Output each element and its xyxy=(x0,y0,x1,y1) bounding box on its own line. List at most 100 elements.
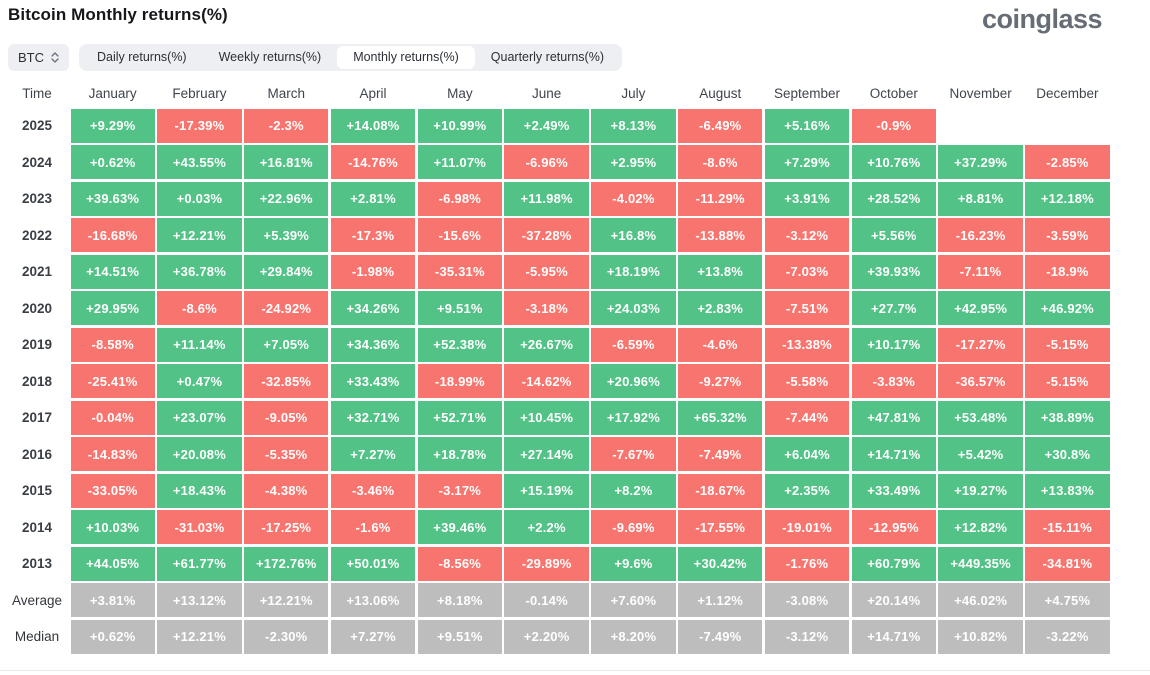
return-cell: -7.49% xyxy=(678,619,763,654)
return-cell: -3.18% xyxy=(504,291,589,325)
return-cell: -18.99% xyxy=(417,364,502,398)
return-cell: +9.6% xyxy=(591,546,676,581)
return-cell: -6.98% xyxy=(417,181,502,216)
return-cell: +44.05% xyxy=(70,546,155,581)
return-cell: +3.91% xyxy=(764,181,850,216)
return-cell: +29.95% xyxy=(70,291,155,325)
return-cell: -7.67% xyxy=(591,437,676,471)
return-cell: -14.83% xyxy=(70,437,155,471)
return-cell: +38.89% xyxy=(1025,400,1110,435)
return-cell: -6.49% xyxy=(678,108,763,143)
return-cell: -35.31% xyxy=(417,254,502,289)
return-cell: -4.02% xyxy=(591,181,676,216)
return-cell: -9.05% xyxy=(244,400,329,435)
row-label-average: Average xyxy=(6,583,68,617)
return-cell: -8.56% xyxy=(417,546,502,581)
return-cell: -37.28% xyxy=(504,218,589,252)
return-cell: -24.92% xyxy=(244,291,329,325)
return-cell: -1.98% xyxy=(330,254,416,289)
return-cell: +22.96% xyxy=(244,181,329,216)
return-cell: +16.81% xyxy=(244,145,329,179)
return-cell: -3.46% xyxy=(330,473,416,508)
return-cell: -13.38% xyxy=(764,327,850,362)
return-cell: -3.83% xyxy=(851,364,936,398)
return-cell: -17.55% xyxy=(678,510,763,544)
return-cell: +5.42% xyxy=(938,437,1023,471)
return-cell: -8.58% xyxy=(70,327,155,362)
return-cell: +13.12% xyxy=(157,583,242,617)
tab-weekly-returns[interactable]: Weekly returns(%) xyxy=(218,50,322,64)
return-cell: +14.51% xyxy=(70,254,155,289)
tab-quarterly-returns[interactable]: Quarterly returns(%) xyxy=(490,50,605,64)
return-cell: +7.60% xyxy=(591,583,676,617)
tab-daily-returns[interactable]: Daily returns(%) xyxy=(97,50,187,64)
return-cell: +13.83% xyxy=(1025,473,1110,508)
return-cell: -14.62% xyxy=(504,364,589,398)
return-cell: +5.16% xyxy=(764,108,850,143)
return-cell: +13.06% xyxy=(330,583,416,617)
return-cell: +6.04% xyxy=(764,437,850,471)
return-cell: +19.27% xyxy=(938,473,1023,508)
return-cell: -17.27% xyxy=(938,327,1023,362)
column-header-april: April xyxy=(330,80,416,106)
return-cell: +30.8% xyxy=(1025,437,1110,471)
return-cell: +8.18% xyxy=(417,583,502,617)
return-cell: +46.02% xyxy=(938,583,1023,617)
return-cell: +42.95% xyxy=(938,291,1023,325)
return-cell: -31.03% xyxy=(157,510,242,544)
return-cell: -9.69% xyxy=(591,510,676,544)
return-cell: -18.67% xyxy=(678,473,763,508)
return-cell: +10.17% xyxy=(851,327,936,362)
return-cell: -17.25% xyxy=(244,510,329,544)
row-label-2021: 2021 xyxy=(6,254,68,289)
return-cell: -6.59% xyxy=(591,327,676,362)
return-cell: -2.85% xyxy=(1025,145,1110,179)
return-cell: +47.81% xyxy=(851,400,936,435)
return-cell: +8.2% xyxy=(591,473,676,508)
return-cell: +2.20% xyxy=(504,619,589,654)
return-cell: +50.01% xyxy=(330,546,416,581)
symbol-select[interactable]: BTC xyxy=(8,44,69,71)
return-cell: +8.20% xyxy=(591,619,676,654)
return-cell: +33.43% xyxy=(330,364,416,398)
row-label-2024: 2024 xyxy=(6,145,68,179)
return-cell: +2.2% xyxy=(504,510,589,544)
updown-chevrons-icon xyxy=(51,52,59,63)
row-label-median: Median xyxy=(6,619,68,654)
return-cell: +39.93% xyxy=(851,254,936,289)
coinglass-logo[interactable]: coinglass xyxy=(981,4,1103,34)
return-cell: -4.6% xyxy=(678,327,763,362)
return-cell: +23.07% xyxy=(157,400,242,435)
return-cell: +9.51% xyxy=(417,619,502,654)
empty-cell xyxy=(938,109,1022,143)
return-cell: +2.35% xyxy=(764,473,850,508)
row-label-2018: 2018 xyxy=(6,364,68,398)
return-cell: +27.7% xyxy=(851,291,936,325)
column-header-october: October xyxy=(851,80,936,106)
return-cell: +14.71% xyxy=(851,437,936,471)
return-cell: -36.57% xyxy=(938,364,1023,398)
return-cell: +3.81% xyxy=(70,583,155,617)
return-cell: +7.05% xyxy=(244,327,329,362)
return-cell: +172.76% xyxy=(244,546,329,581)
return-cell: +61.77% xyxy=(157,546,242,581)
return-cell: -4.38% xyxy=(244,473,329,508)
return-cell: -15.11% xyxy=(1025,510,1110,544)
column-header-march: March xyxy=(244,80,329,106)
return-cell: +10.45% xyxy=(504,400,589,435)
return-cell: +2.95% xyxy=(591,145,676,179)
return-cell: +43.55% xyxy=(157,145,242,179)
tab-monthly-returns[interactable]: Monthly returns(%) xyxy=(337,46,475,69)
return-cell: +37.29% xyxy=(938,145,1023,179)
return-cell: +16.8% xyxy=(591,218,676,252)
return-cell: +53.48% xyxy=(938,400,1023,435)
return-cell: +14.08% xyxy=(330,108,416,143)
return-cell: +24.03% xyxy=(591,291,676,325)
return-cell: +30.42% xyxy=(678,546,763,581)
return-cell: +5.39% xyxy=(244,218,329,252)
page-title: Bitcoin Monthly returns(%) xyxy=(8,5,228,24)
return-cell: -16.23% xyxy=(938,218,1023,252)
return-cell: +0.03% xyxy=(157,181,242,216)
return-cell: +5.56% xyxy=(851,218,936,252)
return-cell: +2.49% xyxy=(504,108,589,143)
